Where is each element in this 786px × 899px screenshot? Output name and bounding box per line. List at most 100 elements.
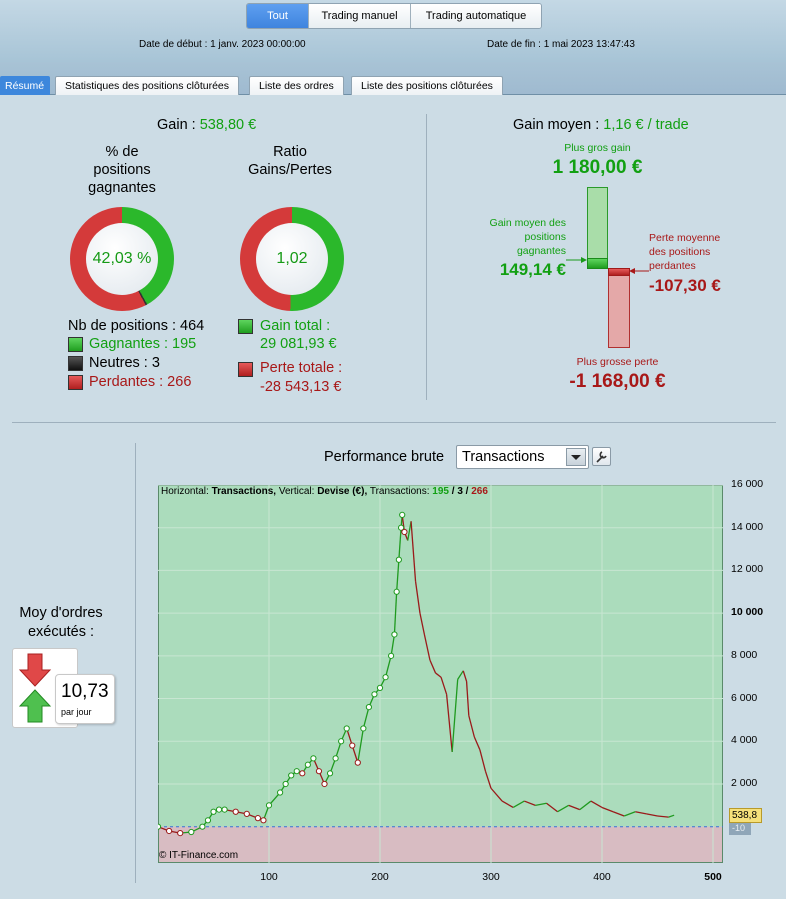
series-segment bbox=[473, 736, 481, 751]
series-segment bbox=[410, 521, 417, 582]
series-point bbox=[277, 789, 284, 796]
gain-moyen-pos-value: 149,14 € bbox=[499, 260, 566, 279]
chevron-down-icon[interactable] bbox=[566, 448, 586, 466]
perte-totale-value: -28 543,13 € bbox=[260, 379, 342, 395]
series-point bbox=[188, 828, 195, 836]
neutres-count: Neutres : 3 bbox=[89, 355, 160, 371]
gain-row: Gain : 538,80 € bbox=[157, 117, 256, 133]
wrench-icon[interactable] bbox=[592, 447, 611, 466]
y-tick-label: 16 000 bbox=[731, 478, 764, 490]
y-tick-label: 10 000 bbox=[731, 606, 764, 619]
orders-arrows-icon bbox=[19, 653, 52, 723]
series-point bbox=[382, 674, 389, 681]
y-tick-label: 8 000 bbox=[731, 648, 758, 661]
series-segment bbox=[414, 581, 421, 614]
zero-tag: -10 bbox=[729, 823, 751, 835]
series-point bbox=[349, 742, 356, 749]
series-segment bbox=[612, 811, 625, 817]
info-gagnantes: 195 bbox=[432, 486, 449, 497]
y-tick-label: 6 000 bbox=[731, 691, 758, 704]
series-point bbox=[354, 759, 361, 766]
info-vertical: Devise (€), bbox=[317, 486, 368, 497]
series-point bbox=[315, 768, 323, 775]
series-point bbox=[360, 725, 367, 732]
plus-grosse-perte-value: -1 168,00 € bbox=[569, 371, 666, 392]
orders-value-card: 10,73 par jour bbox=[55, 674, 115, 724]
orders-unit: par jour bbox=[61, 707, 92, 717]
divider-horizontal bbox=[12, 422, 776, 423]
info-vertical-label: Vertical: bbox=[278, 486, 315, 497]
series-segment bbox=[490, 787, 503, 802]
series-point bbox=[393, 588, 400, 595]
tab-resume[interactable]: Résumé bbox=[0, 76, 50, 95]
series-point bbox=[254, 815, 262, 822]
info-prefix: Horizontal: bbox=[161, 486, 209, 497]
series-segment bbox=[419, 613, 426, 635]
gain-total-label: Gain total : bbox=[260, 318, 331, 334]
gain-moyen-marker bbox=[587, 258, 608, 269]
series-point bbox=[343, 725, 350, 732]
perte-bar bbox=[608, 268, 630, 348]
series-point bbox=[332, 755, 339, 762]
series-point bbox=[371, 691, 378, 698]
pct-donut: 42,03 % bbox=[70, 207, 174, 311]
orders-label: Moy d'ordres exécutés : bbox=[19, 605, 103, 640]
series-segment bbox=[429, 659, 437, 674]
series-point bbox=[391, 631, 398, 638]
pct-value: 42,03 % bbox=[92, 250, 152, 267]
segment-trading-manuel[interactable]: Trading manuel bbox=[309, 4, 411, 28]
series-segment bbox=[557, 804, 570, 813]
tab-statistiques[interactable]: Statistiques des positions clôturées bbox=[55, 76, 240, 95]
info-neutres: 3 bbox=[457, 486, 463, 497]
series-point bbox=[282, 780, 289, 788]
orders-value: 10,73 bbox=[61, 681, 109, 702]
series-segment bbox=[479, 749, 487, 772]
tab-liste-ordres[interactable]: Liste des ordres bbox=[249, 76, 344, 95]
y-tick-label: 14 000 bbox=[731, 520, 764, 533]
series-segment bbox=[407, 521, 412, 541]
series-point bbox=[376, 684, 384, 691]
top-bar: Tout Trading manuel Trading automatique … bbox=[0, 0, 786, 62]
series-segment bbox=[357, 728, 364, 763]
nb-positions: Nb de positions : 464 bbox=[68, 318, 205, 334]
series-point bbox=[293, 768, 300, 775]
ratio-value: 1,02 bbox=[276, 250, 308, 267]
perte-moyenne-value: -107,30 € bbox=[649, 276, 721, 295]
ratio-title: Ratio Gains/Pertes bbox=[248, 144, 332, 178]
series-segment bbox=[462, 670, 468, 682]
series-point bbox=[288, 772, 295, 779]
x-tick-label: 300 bbox=[482, 871, 500, 883]
segment-tout[interactable]: Tout bbox=[247, 4, 309, 28]
perte-totale-label: Perte totale : bbox=[260, 360, 343, 376]
series-segment bbox=[384, 655, 392, 678]
x-tick-label: 500 bbox=[704, 871, 722, 883]
series-segment bbox=[524, 800, 536, 806]
series-segment bbox=[393, 591, 398, 635]
tab-liste-positions[interactable]: Liste des positions clôturées bbox=[351, 76, 503, 95]
series-segment bbox=[668, 814, 675, 818]
perte-moyenne-arrow-icon bbox=[629, 268, 649, 274]
chart-svg bbox=[158, 485, 723, 863]
series-segment bbox=[579, 800, 592, 811]
performance-select[interactable]: Transactions bbox=[456, 445, 589, 469]
series-point bbox=[397, 524, 405, 531]
series-point bbox=[210, 808, 217, 815]
perte-totale-swatch bbox=[238, 362, 253, 377]
info-horizontal: Transactions, bbox=[211, 486, 277, 497]
series-segment bbox=[635, 811, 647, 815]
gain-label: Gain : bbox=[157, 117, 196, 133]
scope-selector: Tout Trading manuel Trading automatique bbox=[246, 3, 542, 29]
series-segment bbox=[535, 802, 547, 806]
series-segment bbox=[601, 806, 614, 813]
segment-trading-automatique[interactable]: Trading automatique bbox=[411, 4, 541, 28]
chart-watermark: © IT-Finance.com bbox=[159, 850, 239, 861]
series-segment bbox=[423, 634, 431, 661]
series-point bbox=[321, 780, 328, 788]
series-point bbox=[310, 755, 317, 762]
start-date: Date de début : 1 janv. 2023 00:00:00 bbox=[139, 39, 306, 50]
gain-bar bbox=[587, 187, 608, 269]
series-segment bbox=[501, 800, 514, 809]
series-point bbox=[299, 770, 306, 777]
series-point bbox=[221, 806, 228, 813]
series-point bbox=[265, 802, 273, 809]
